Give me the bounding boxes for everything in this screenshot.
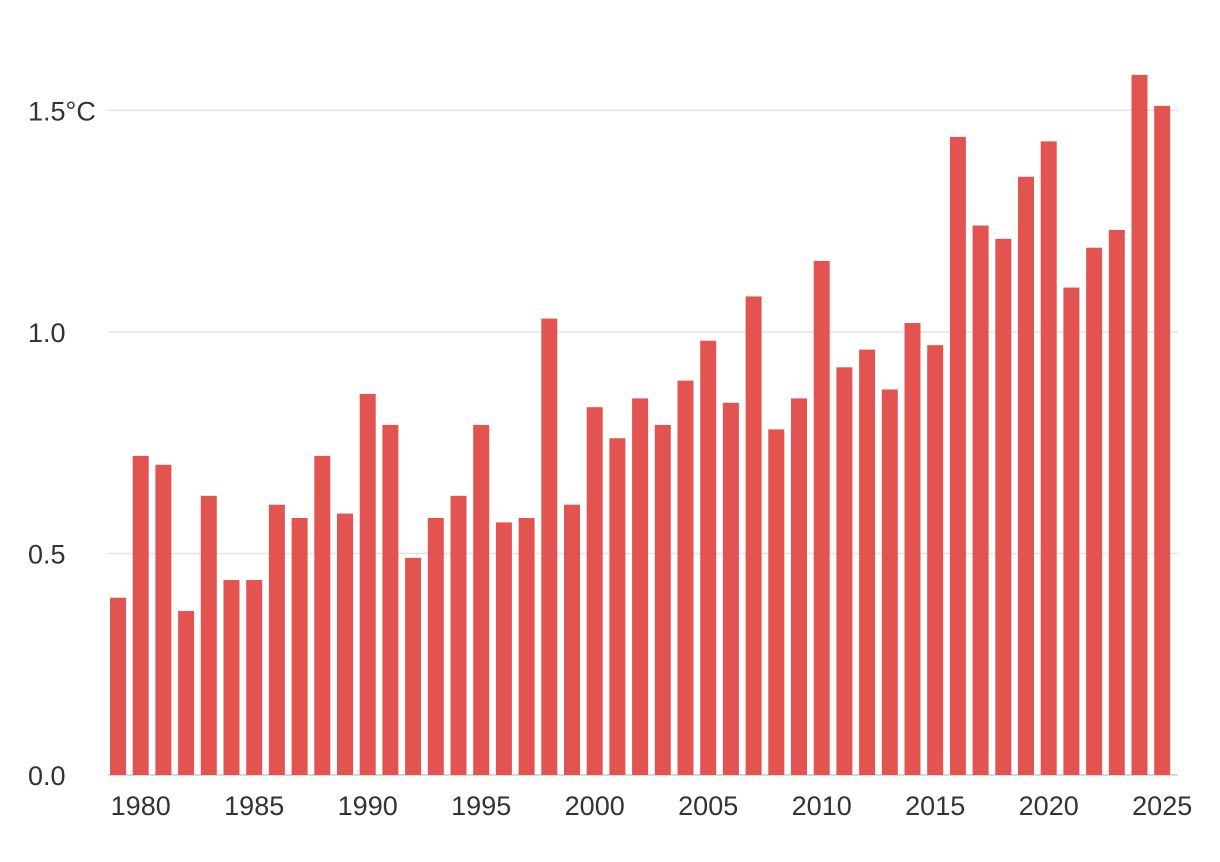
bar-1979 (110, 597, 126, 775)
x-tick-label-2025: 2025 (1132, 791, 1192, 821)
bar-2008 (768, 429, 785, 775)
x-tick-label-2015: 2015 (905, 791, 965, 821)
x-tick-label-1995: 1995 (451, 791, 511, 821)
bar-1983 (200, 495, 217, 775)
bar-1981 (155, 464, 172, 775)
bar-1985 (246, 580, 263, 775)
bar-2017 (972, 225, 989, 775)
bar-2014 (904, 323, 921, 775)
bar-1982 (178, 611, 195, 775)
bar-2015 (927, 345, 944, 775)
bar-1989 (337, 513, 353, 775)
bar-1999 (564, 504, 580, 775)
x-tick-label-2000: 2000 (565, 791, 625, 821)
x-tick-label-2020: 2020 (1019, 791, 1079, 821)
bar-1984 (223, 580, 240, 775)
y-tick-label-0: 0.0 (28, 761, 66, 791)
bars (110, 74, 1171, 776)
bar-2001 (609, 438, 626, 775)
y-tick-label-3: 1.5°C (28, 96, 96, 126)
bar-1990 (359, 393, 376, 775)
bar-2009 (791, 398, 807, 775)
bar-2011 (836, 367, 853, 775)
bar-2010 (813, 260, 830, 776)
bar-2018 (995, 238, 1012, 776)
y-axis-tick-labels: 0.0 0.5 1.0 1.5°C (28, 96, 96, 791)
y-tick-label-1: 0.5 (28, 539, 66, 569)
bar-1986 (268, 504, 285, 775)
bar-2024 (1131, 74, 1148, 776)
bar-2003 (654, 424, 671, 775)
bar-2002 (632, 398, 649, 775)
bar-2021 (1063, 287, 1080, 775)
x-tick-label-2005: 2005 (678, 791, 738, 821)
x-axis-tick-labels: 1980 1985 1990 1995 2000 2005 2010 2015 2020 2025 (111, 791, 1193, 821)
bar-1980 (132, 455, 149, 775)
bar-1993 (427, 517, 444, 775)
bar-2007 (745, 296, 762, 775)
bar-2019 (1018, 176, 1034, 775)
bar-1995 (473, 424, 490, 775)
y-tick-label-2: 1.0 (28, 318, 66, 348)
bar-2020 (1040, 141, 1057, 776)
bar-2000 (586, 407, 603, 775)
bar-2013 (881, 389, 898, 775)
bar-1991 (382, 424, 399, 775)
bar-1987 (291, 517, 308, 775)
x-tick-label-1985: 1985 (224, 791, 284, 821)
bar-2016 (949, 136, 966, 775)
bar-2025 (1154, 105, 1171, 776)
x-tick-label-2010: 2010 (792, 791, 852, 821)
bar-1992 (405, 557, 422, 775)
bar-1998 (541, 318, 558, 775)
bar-2004 (677, 380, 694, 775)
x-tick-label-1990: 1990 (338, 791, 398, 821)
bar-2005 (700, 340, 717, 775)
bar-2012 (859, 349, 876, 775)
bar-1988 (314, 455, 331, 775)
bar-1996 (495, 522, 512, 775)
bar-1994 (450, 495, 467, 775)
bar-2022 (1086, 247, 1103, 775)
bar-1997 (518, 517, 535, 775)
x-tick-label-1980: 1980 (111, 791, 171, 821)
bar-2023 (1108, 229, 1125, 776)
bar-2006 (722, 402, 739, 775)
